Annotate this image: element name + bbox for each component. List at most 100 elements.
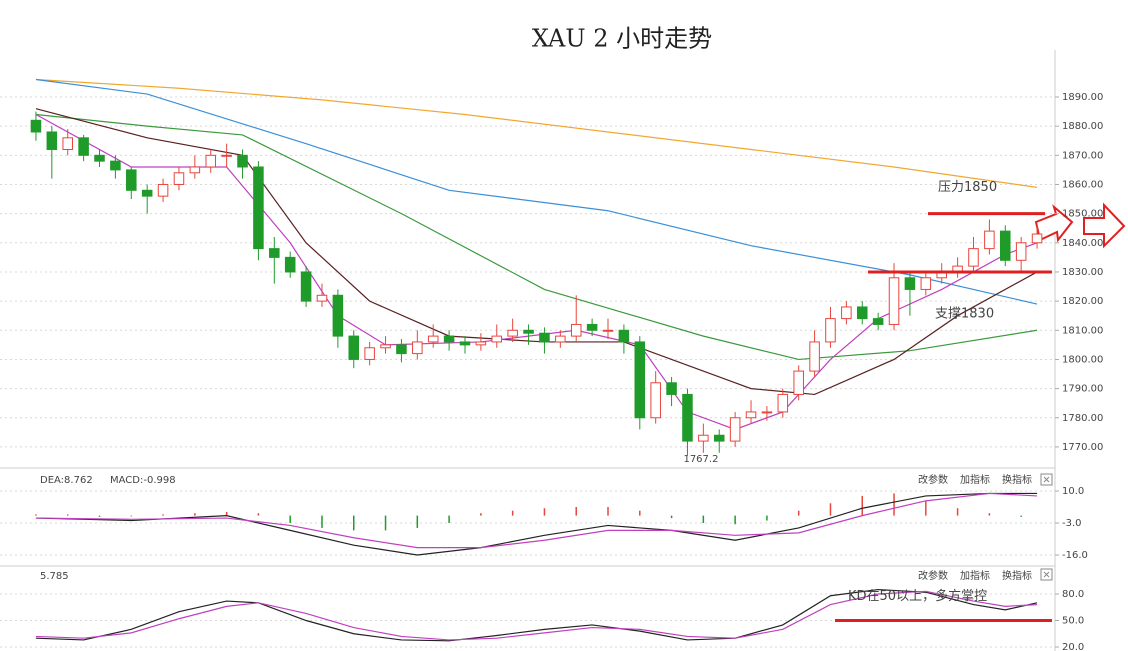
- candle-body: [475, 341, 487, 346]
- y-tick-label: 1880.00: [1062, 121, 1103, 132]
- arrow-icon: [1034, 204, 1074, 243]
- indicator-button[interactable]: 加指标: [960, 473, 990, 486]
- y-tick-label: 1870.00: [1062, 150, 1103, 161]
- candle-body: [427, 335, 439, 343]
- candle-body: [650, 382, 661, 419]
- candle-body: [507, 329, 518, 337]
- candle-body: [570, 323, 582, 337]
- chart-title: XAU 2 小时走势: [532, 25, 712, 53]
- annotation-text: KD在50以上，多方掌控: [848, 588, 987, 604]
- indicator-button[interactable]: 换指标: [1002, 569, 1032, 582]
- candle-body: [856, 306, 868, 320]
- candle-body: [380, 344, 391, 349]
- indicator-label: MACD:-0.998: [110, 475, 176, 486]
- annotation-text: 压力1850: [938, 180, 997, 195]
- candle-body: [62, 137, 73, 150]
- indicator-line: [35, 78, 1038, 305]
- indicator-button[interactable]: 改参数: [918, 473, 948, 486]
- y-tick-label: 80.0: [1062, 589, 1084, 600]
- y-tick-label: -16.0: [1062, 550, 1088, 561]
- candle-body: [253, 166, 264, 250]
- indicator-label: 5.785: [40, 571, 69, 582]
- candle-body: [157, 183, 169, 197]
- indicator-button[interactable]: 改参数: [918, 569, 948, 582]
- indicator-button[interactable]: 换指标: [1002, 473, 1032, 486]
- candle-body: [618, 329, 630, 343]
- indicator-line: [35, 108, 1038, 396]
- candle-body: [666, 382, 677, 395]
- y-tick-label: 1890.00: [1062, 92, 1103, 103]
- indicator-label: DEA:8.762: [40, 475, 93, 486]
- candle-body: [602, 329, 614, 332]
- candle-body: [237, 154, 248, 168]
- candle-body: [984, 230, 995, 250]
- candle-body: [141, 189, 153, 197]
- indicator-line: [35, 492, 1038, 549]
- candle-body: [396, 344, 407, 355]
- candle-body: [682, 393, 693, 442]
- candle-body: [841, 306, 852, 320]
- indicator-line: [35, 492, 1038, 556]
- candle-body: [316, 294, 328, 302]
- close-icon: [1043, 571, 1050, 578]
- close-icon: [1043, 476, 1050, 483]
- y-tick-label: 10.0: [1062, 486, 1084, 497]
- candle-body: [412, 341, 423, 355]
- indicator-line: [35, 590, 1038, 641]
- candle-body: [761, 411, 773, 414]
- y-tick-label: 50.0: [1062, 616, 1084, 627]
- candle-body: [713, 434, 725, 442]
- candle-body: [300, 271, 312, 302]
- candle-body: [126, 169, 137, 191]
- indicator-line: [35, 78, 1038, 188]
- y-tick-label: 1800.00: [1062, 354, 1103, 365]
- candle-body: [46, 131, 58, 150]
- close-button[interactable]: [1040, 568, 1053, 581]
- candle-body: [205, 154, 217, 168]
- candle-body: [904, 277, 916, 290]
- annotation-text: 支撑1830: [935, 306, 994, 321]
- candle-body: [94, 154, 105, 162]
- candle-body: [555, 335, 566, 343]
- y-tick-label: 1780.00: [1062, 413, 1103, 424]
- candle-body: [698, 434, 709, 442]
- y-tick-label: 1770.00: [1062, 442, 1103, 453]
- candle-body: [364, 347, 375, 360]
- candle-body: [491, 335, 503, 343]
- candle-body: [30, 119, 42, 133]
- indicator-line: [35, 113, 1038, 361]
- candle-body: [332, 294, 344, 337]
- candle-body: [825, 318, 836, 343]
- y-tick-label: 1830.00: [1062, 267, 1103, 278]
- candle-body: [539, 332, 550, 343]
- low-label: 1767.2: [683, 454, 718, 465]
- candle-body: [221, 154, 232, 157]
- y-tick-label: 1840.00: [1062, 238, 1103, 249]
- y-tick-label: 20.0: [1062, 642, 1084, 651]
- candle-body: [459, 341, 471, 346]
- y-tick-label: 1860.00: [1062, 179, 1103, 190]
- candle-body: [1015, 242, 1027, 261]
- candle-body: [1031, 233, 1043, 244]
- candle-body: [110, 160, 121, 171]
- candle-body: [189, 166, 201, 174]
- candle-body: [269, 248, 280, 258]
- candle-body: [920, 277, 932, 290]
- candle-body: [586, 323, 598, 331]
- y-tick-label: 1790.00: [1062, 384, 1103, 395]
- candle-body: [284, 256, 296, 273]
- candle-body: [888, 277, 900, 325]
- candle-body: [634, 341, 646, 419]
- candle-body: [777, 393, 789, 413]
- candle-body: [173, 172, 185, 185]
- candle-body: [729, 417, 741, 442]
- y-tick-label: 1810.00: [1062, 325, 1103, 336]
- indicator-button[interactable]: 加指标: [960, 569, 990, 582]
- y-tick-label: 1850.00: [1062, 209, 1103, 220]
- y-tick-label: -3.0: [1062, 518, 1082, 529]
- candle-body: [745, 411, 757, 419]
- close-button[interactable]: [1040, 473, 1053, 486]
- candle-body: [348, 335, 360, 360]
- candle-body: [793, 370, 804, 395]
